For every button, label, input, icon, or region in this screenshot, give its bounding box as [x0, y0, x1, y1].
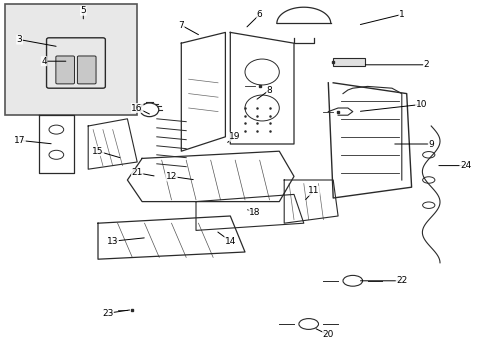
Text: 1: 1	[399, 10, 405, 19]
Text: 2: 2	[423, 60, 429, 69]
FancyBboxPatch shape	[56, 56, 74, 84]
Text: 14: 14	[224, 237, 236, 246]
Text: 13: 13	[107, 237, 119, 246]
Text: 7: 7	[178, 21, 184, 30]
Text: 3: 3	[17, 35, 23, 44]
Text: 18: 18	[249, 208, 261, 217]
Text: 19: 19	[229, 132, 241, 141]
FancyBboxPatch shape	[77, 56, 96, 84]
Text: 8: 8	[267, 86, 272, 95]
Text: 4: 4	[41, 57, 47, 66]
Text: 16: 16	[131, 104, 143, 113]
Text: 23: 23	[102, 309, 114, 318]
Text: 21: 21	[131, 168, 143, 177]
Text: 12: 12	[166, 172, 177, 181]
Text: 20: 20	[322, 330, 334, 339]
Text: 17: 17	[14, 136, 25, 145]
Text: 5: 5	[80, 6, 86, 15]
Bar	[333, 58, 365, 66]
Text: 24: 24	[460, 161, 471, 170]
Text: 11: 11	[308, 186, 319, 195]
Text: 15: 15	[92, 147, 104, 156]
Text: 9: 9	[428, 140, 434, 149]
Text: 22: 22	[396, 276, 407, 285]
Bar	[5, 4, 137, 115]
Text: 10: 10	[416, 100, 427, 109]
Text: 6: 6	[257, 10, 263, 19]
